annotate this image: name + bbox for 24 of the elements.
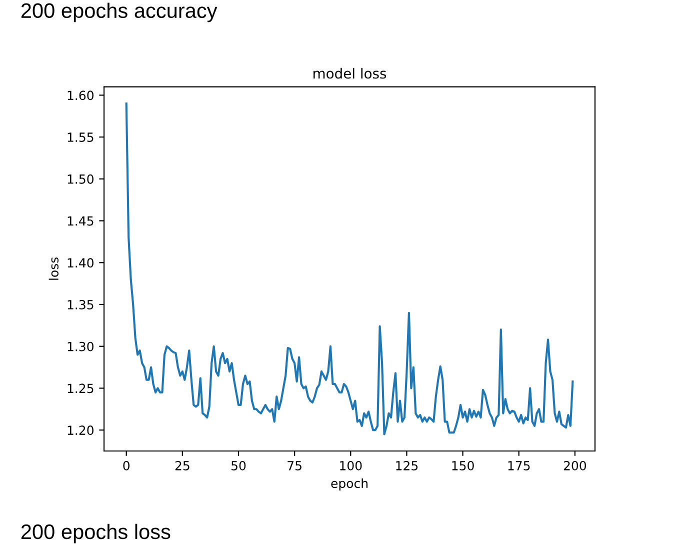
x-tick-label: 25	[175, 460, 190, 470]
x-tick-label: 125	[396, 460, 418, 470]
x-tick-label: 100	[340, 460, 362, 470]
y-tick-label: 1.30	[68, 342, 94, 352]
y-tick-label: 1.45	[68, 216, 94, 226]
x-tick-label: 75	[288, 461, 302, 470]
x-tick-label: 175	[508, 461, 530, 470]
text: 200 epochs accuracy	[21, 2, 218, 22]
x-tick-label: 200	[564, 460, 586, 470]
y-tick-label: 1.20	[68, 426, 94, 435]
y-tick-label: 1.55	[68, 132, 94, 142]
x-tick-label: 0	[123, 460, 130, 470]
y-tick-label: 1.40	[68, 258, 94, 268]
line-series	[125, 102, 574, 436]
y-axis-title: loss	[48, 257, 59, 280]
y-tick-label: 1.35	[68, 300, 94, 310]
y-tick-label: 1.50	[68, 174, 94, 184]
y-tick-label: 1.60	[68, 90, 94, 100]
y-tick-label: 1.25	[68, 384, 94, 394]
x-axis-title: epoch	[331, 478, 368, 490]
chart-title: model loss	[314, 68, 386, 79]
x-tick-label: 150	[452, 460, 474, 470]
x-tick-label: 50	[232, 460, 246, 470]
text: 200 epochs loss	[21, 524, 170, 544]
